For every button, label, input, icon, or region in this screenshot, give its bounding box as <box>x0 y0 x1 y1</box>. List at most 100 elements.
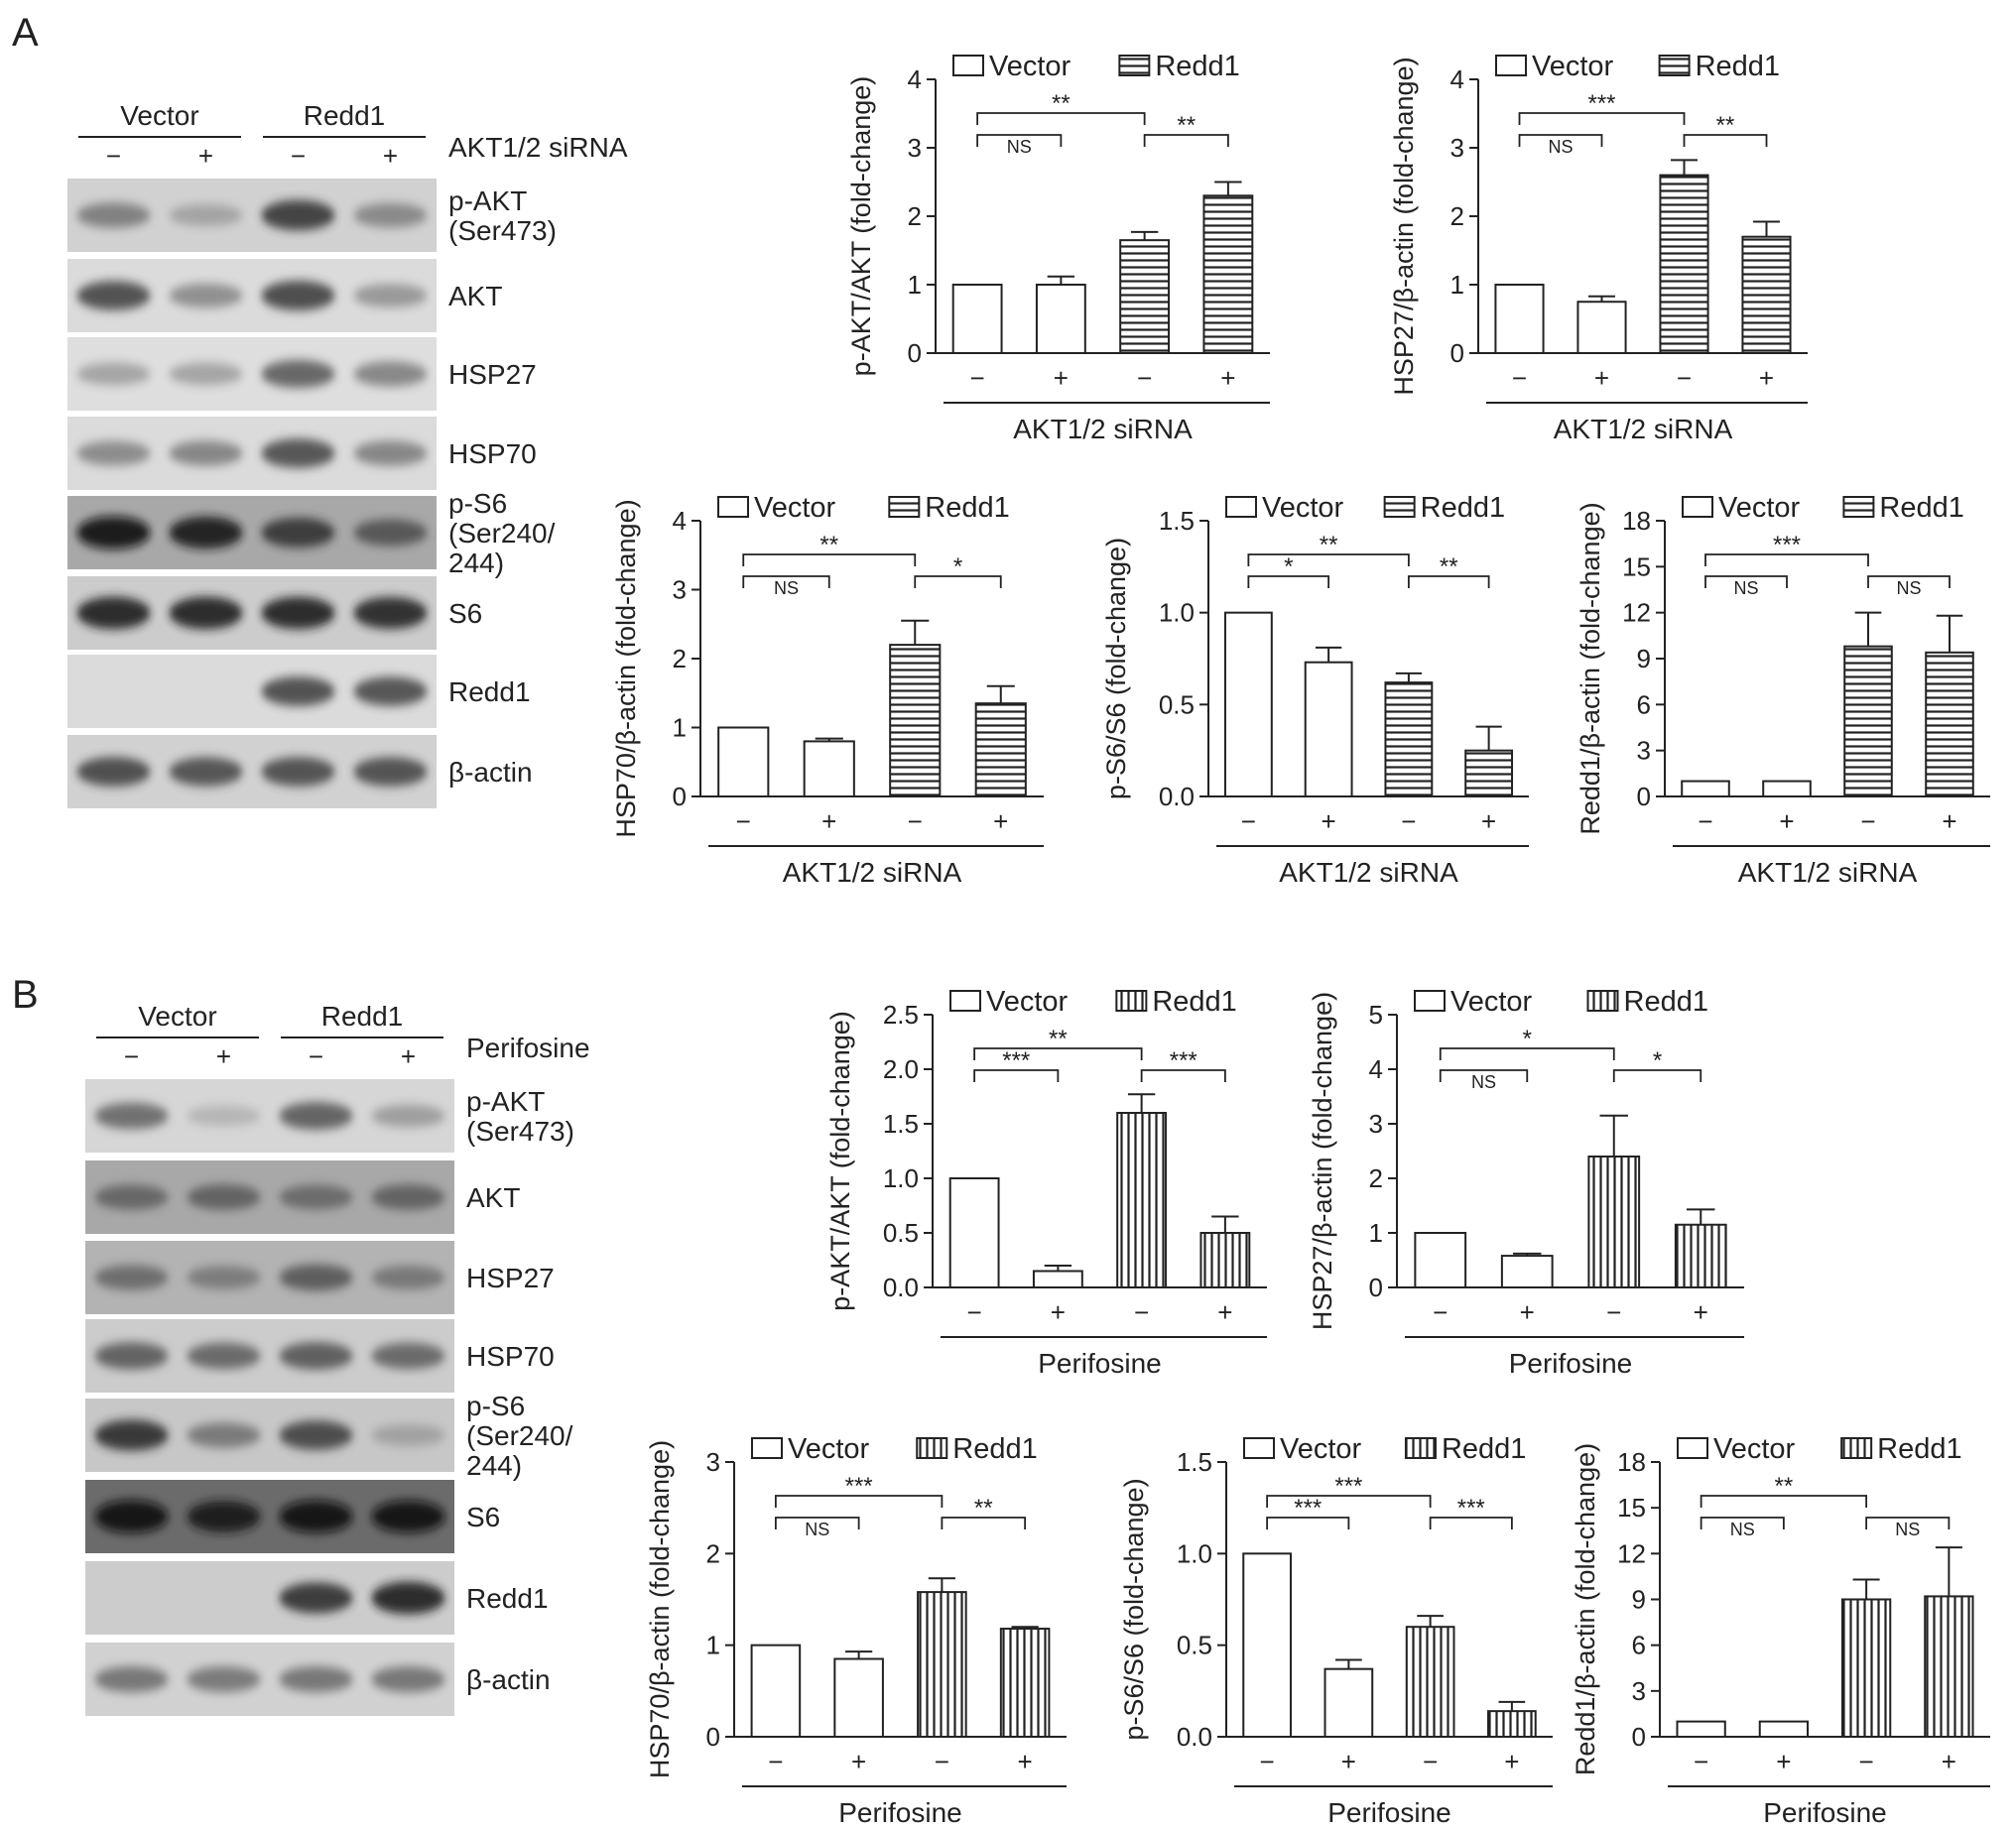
bar <box>1032 1270 1083 1288</box>
y-tick-label: 2 <box>706 1538 720 1568</box>
blot-band <box>94 1184 169 1210</box>
blot-row-label: β-actin <box>448 757 533 788</box>
x-sign: − <box>1677 363 1692 393</box>
significance-bracket: ** <box>976 90 1146 125</box>
bar <box>1576 301 1627 354</box>
x-sign: − <box>908 806 923 836</box>
y-tick-label: 0.0 <box>883 1273 919 1302</box>
y-tick-label: 0 <box>908 338 922 368</box>
y-tick-label: 2.0 <box>883 1054 919 1084</box>
x-sign: + <box>1779 806 1794 836</box>
blot-band <box>279 1582 353 1614</box>
blot-band <box>76 281 151 310</box>
blot-band <box>353 676 428 706</box>
legend-label: Vector <box>1262 492 1344 524</box>
bracket-line <box>1266 1517 1350 1529</box>
bar <box>951 284 1003 354</box>
legend-label: Vector <box>1532 51 1614 82</box>
x-sign: + <box>1776 1747 1791 1776</box>
y-tick-label: 18 <box>1622 506 1651 536</box>
blot-band <box>353 202 428 228</box>
significance-label: *** <box>1334 1473 1362 1500</box>
y-axis-label: p-AKT/AKT (fold-change) <box>825 1011 855 1311</box>
significance-label: NS <box>1733 578 1758 598</box>
bar <box>1384 681 1434 797</box>
bar <box>1741 235 1792 354</box>
significance-label: *** <box>1294 1495 1322 1522</box>
significance-bracket: NS <box>742 575 830 598</box>
y-tick-label: 4 <box>1369 1054 1383 1084</box>
y-tick-label: 1 <box>706 1631 720 1660</box>
lane-sign: − <box>291 141 306 171</box>
bracket-line <box>1867 575 1951 588</box>
bar-chart: 0 1 2 3 HSP70/β-actin (fold-change) Vector Red… <box>645 1433 1067 1828</box>
legend-label: Vector <box>1718 492 1801 524</box>
legend-label: Vector <box>788 1433 870 1465</box>
blot-row: p-S6(Ser240/244) <box>67 488 556 578</box>
legend-swatch-redd1 <box>1118 55 1151 76</box>
bracket-line <box>941 1517 1027 1529</box>
bar <box>889 644 942 797</box>
significance-bracket: ** <box>742 532 917 566</box>
blot-band <box>261 281 335 310</box>
x-axis-label: Perifosine <box>1038 1348 1162 1379</box>
y-tick-label: 9 <box>1637 644 1651 673</box>
blot-band <box>187 1266 261 1289</box>
bar-chart: 0 1 2 3 4 5 HSP27/β-actin (fold-change) Vector R… <box>1308 986 1744 1379</box>
x-sign: + <box>1942 806 1956 836</box>
x-axis-label: Perifosine <box>1509 1348 1633 1379</box>
significance-bracket: * <box>1439 1026 1615 1060</box>
x-sign: + <box>1694 1297 1708 1327</box>
bar <box>1116 1112 1168 1288</box>
blot-row-label: 244) <box>466 1450 522 1481</box>
x-sign: + <box>1594 363 1609 393</box>
blot-band <box>261 199 335 231</box>
y-tick-label: 0 <box>706 1722 720 1752</box>
blot-row: S6 <box>67 576 482 650</box>
blot-row-label: 244) <box>448 548 504 578</box>
panel-letter: B <box>12 973 39 1017</box>
bracket-line <box>976 134 1063 147</box>
x-sign: + <box>1481 806 1496 836</box>
bar <box>1414 1232 1467 1288</box>
x-sign: − <box>768 1747 783 1776</box>
blot-band <box>261 596 335 630</box>
legend-swatch-vector <box>1225 496 1257 518</box>
blot-row-label: β-actin <box>466 1664 551 1695</box>
legend-label: Vector <box>986 986 1069 1018</box>
legend-swatch-redd1 <box>888 496 921 518</box>
x-axis-label: AKT1/2 siRNA <box>1279 857 1458 888</box>
blot-row-label: p-AKT <box>466 1086 545 1117</box>
y-axis-label: HSP27/β-actin (fold-change) <box>1308 992 1337 1330</box>
y-tick-label: 3 <box>908 133 922 163</box>
y-tick-label: 5 <box>1369 1000 1383 1030</box>
blot-band <box>371 1424 445 1446</box>
x-axis-label: AKT1/2 siRNA <box>1013 414 1193 444</box>
western-blot: Vector Redd1 Perifosine − + − + p-AKT(Ser473) AK… <box>85 1001 590 1716</box>
blot-row: AKT <box>85 1160 520 1234</box>
bracket-line <box>1704 575 1788 588</box>
blot-band <box>76 516 151 549</box>
blot-band <box>371 1666 445 1692</box>
significance-label: *** <box>1587 90 1615 117</box>
y-tick-label: 3 <box>673 575 687 605</box>
x-sign: − <box>1859 1747 1874 1776</box>
significance-label: ** <box>819 532 838 558</box>
blot-band <box>371 1265 445 1290</box>
y-tick-label: 2.5 <box>883 1000 919 1030</box>
bracket-line <box>1683 134 1768 147</box>
blot-row: p-AKT(Ser473) <box>67 179 557 252</box>
y-tick-label: 12 <box>1622 598 1651 628</box>
panel-b: B Vector Redd1 Perifosine − + − + p-AKT(Ser473) A… <box>12 973 1990 1828</box>
bar <box>1119 239 1171 354</box>
x-sign: − <box>1606 1297 1621 1327</box>
blot-band <box>353 757 428 787</box>
bar <box>1925 651 1974 797</box>
x-axis-label: AKT1/2 siRNA <box>1738 857 1918 888</box>
blot-row: HSP70 <box>85 1319 555 1393</box>
significance-bracket: NS <box>1700 1517 1785 1539</box>
significance-bracket: ** <box>941 1495 1027 1529</box>
significance-label: * <box>953 553 962 580</box>
x-sign: − <box>1433 1297 1448 1327</box>
x-sign: + <box>1217 1297 1232 1327</box>
